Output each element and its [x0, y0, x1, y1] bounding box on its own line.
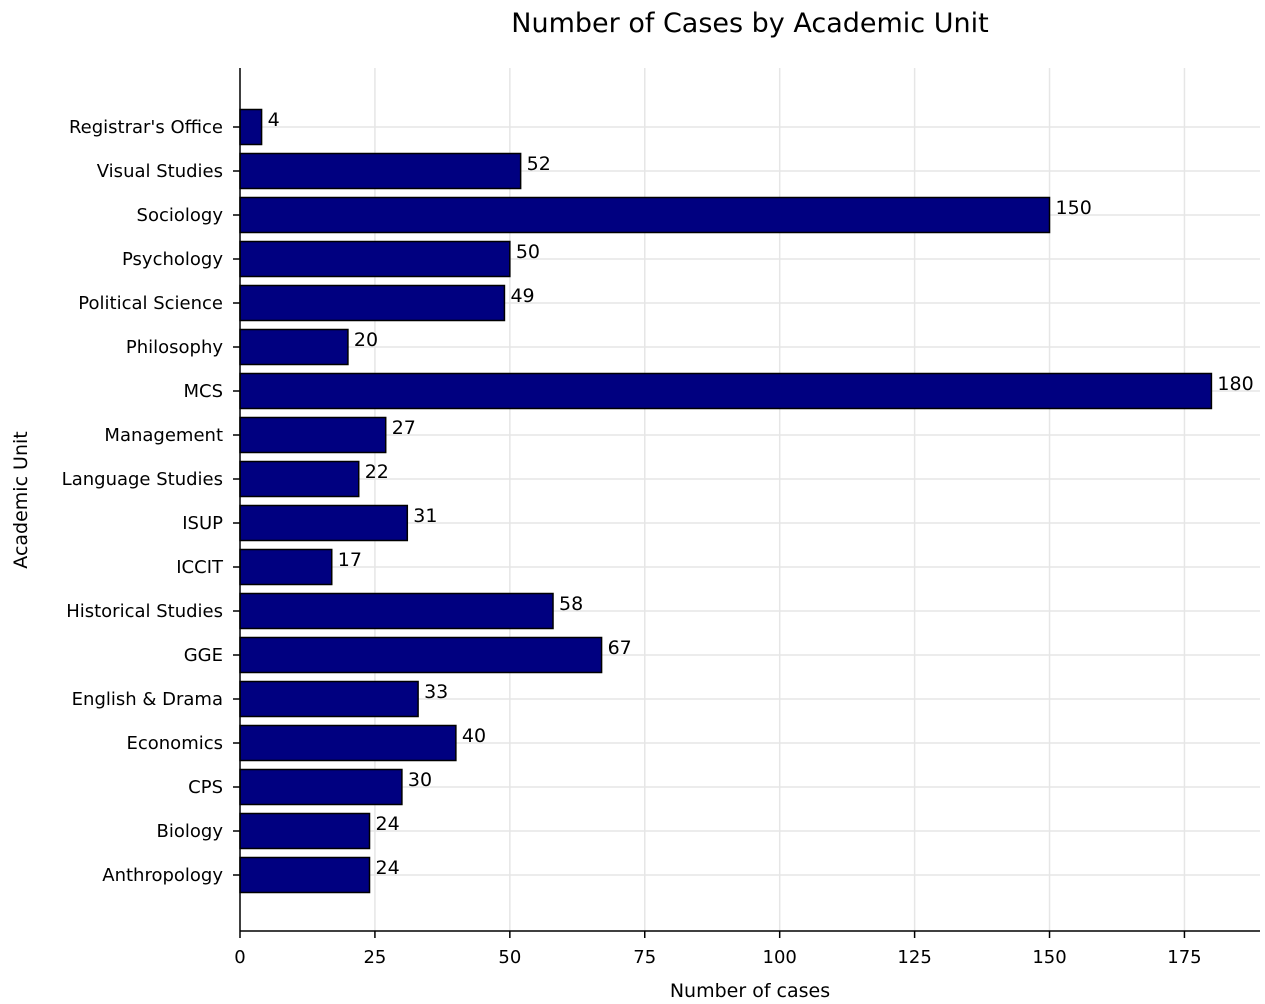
data-label: 180	[1217, 373, 1253, 395]
bar	[239, 328, 349, 366]
y-tick-label: ICCIT	[176, 557, 224, 578]
y-tick-label: Registrar's Office	[69, 117, 223, 138]
bar	[239, 724, 457, 762]
data-label: 49	[510, 285, 534, 307]
y-tick-label: Historical Studies	[66, 601, 223, 622]
x-tick-label: 75	[633, 947, 656, 968]
bar	[239, 372, 1213, 410]
bar	[239, 284, 506, 322]
data-label: 17	[338, 549, 362, 571]
bar	[239, 504, 409, 542]
data-label: 58	[559, 593, 583, 615]
bar	[239, 856, 371, 894]
y-tick-label: Biology	[157, 821, 224, 842]
y-axis-label: Academic Unit	[10, 431, 32, 568]
bar	[239, 548, 333, 586]
y-tick-label: Visual Studies	[97, 161, 223, 182]
chart-title: Number of Cases by Academic Unit	[511, 8, 988, 39]
x-tick-label: 50	[498, 947, 521, 968]
y-tick-label: ISUP	[182, 513, 223, 534]
bar	[239, 636, 603, 674]
y-tick-label: Philosophy	[126, 337, 224, 358]
bar	[239, 416, 387, 454]
data-label: 40	[462, 725, 486, 747]
data-label: 67	[608, 637, 632, 659]
y-tick-label: MCS	[183, 381, 223, 402]
data-label: 50	[516, 241, 540, 263]
y-tick-label: Management	[104, 425, 223, 446]
x-tick-label: 175	[1167, 947, 1201, 968]
data-label: 20	[354, 329, 378, 351]
bar	[239, 240, 511, 278]
data-label: 24	[376, 857, 400, 879]
y-axis-ticks: Anthropology Biology CPS Economics English &…	[62, 117, 240, 886]
data-label: 24	[376, 813, 400, 835]
bar	[239, 812, 371, 850]
y-tick-label: CPS	[188, 777, 223, 798]
x-axis-ticks: 0 25 50 75 100 125 150 175	[234, 931, 1202, 968]
data-label: 22	[365, 461, 389, 483]
x-tick-label: 0	[234, 947, 245, 968]
bars	[239, 108, 1213, 894]
bar	[239, 592, 554, 630]
bar	[239, 108, 263, 146]
y-tick-label: Psychology	[122, 249, 223, 270]
y-tick-label: GGE	[184, 645, 223, 666]
data-label: 30	[408, 769, 432, 791]
bar	[239, 680, 419, 718]
y-tick-label: Economics	[126, 733, 223, 754]
bar	[239, 152, 522, 190]
data-label: 4	[268, 109, 280, 131]
data-label: 27	[392, 417, 416, 439]
data-label: 150	[1056, 197, 1092, 219]
x-tick-label: 150	[1032, 947, 1066, 968]
y-tick-label: English & Drama	[72, 689, 223, 710]
y-tick-label: Anthropology	[102, 865, 223, 886]
y-tick-label: Sociology	[137, 205, 224, 226]
bar	[239, 460, 360, 498]
x-axis-label: Number of cases	[670, 980, 830, 1002]
x-tick-label: 125	[897, 947, 931, 968]
bar	[239, 196, 1051, 234]
x-tick-label: 25	[363, 947, 386, 968]
x-tick-label: 100	[763, 947, 797, 968]
data-label: 31	[413, 505, 437, 527]
data-label: 52	[527, 153, 551, 175]
data-label: 33	[424, 681, 448, 703]
y-tick-label: Language Studies	[62, 469, 223, 490]
y-tick-label: Political Science	[78, 293, 223, 314]
bar	[239, 768, 403, 806]
